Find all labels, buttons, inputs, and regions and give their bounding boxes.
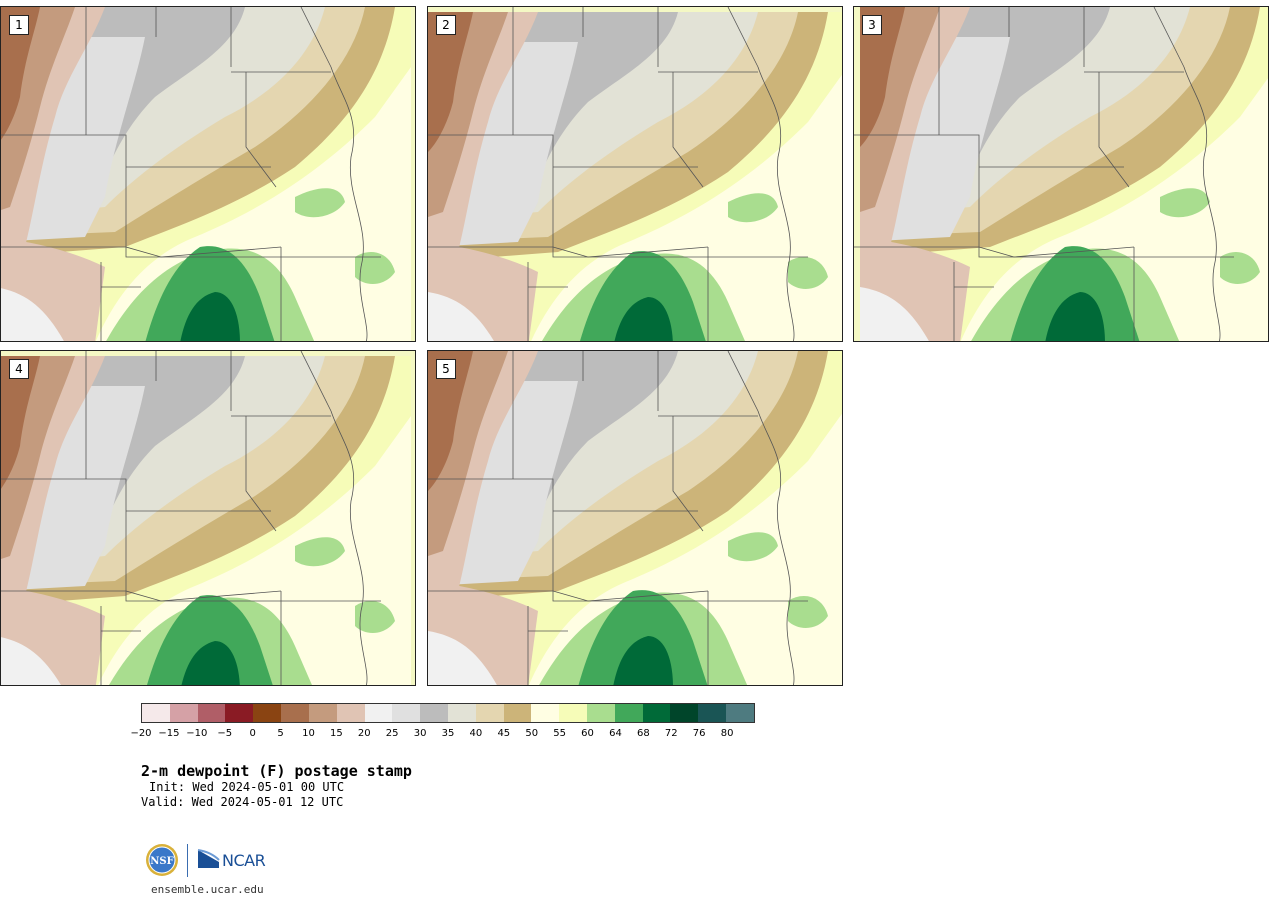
- colorbar-tick-label: 60: [581, 728, 594, 739]
- colorbar-tick-label: −10: [186, 728, 208, 739]
- map-panel: 2: [427, 6, 843, 342]
- site-url: ensemble.ucar.edu: [151, 883, 264, 896]
- colorbar-swatch: [587, 704, 615, 722]
- panel-number-label: 2: [436, 15, 456, 35]
- valid-time: Valid: Wed 2024-05-01 12 UTC: [141, 795, 344, 809]
- colorbar-tick-label: 25: [385, 728, 399, 739]
- colorbar-tick-label: 0: [249, 728, 256, 739]
- colorbar-swatch: [253, 704, 282, 722]
- dewpoint-map: [428, 7, 842, 341]
- colorbar-swatch: [225, 704, 254, 722]
- colorbar-swatch: [447, 704, 476, 722]
- colorbar-swatch: [726, 704, 754, 722]
- colorbar-swatch: [308, 704, 337, 722]
- dewpoint-map: [1, 7, 411, 341]
- colorbar-swatch: [392, 704, 421, 722]
- colorbar-swatch: [531, 704, 560, 722]
- colorbar-tick-label: 40: [469, 728, 483, 739]
- nsf-logo-icon: NSF: [146, 844, 178, 876]
- colorbar-tick-label: 15: [329, 728, 343, 739]
- dewpoint-map: [854, 7, 1268, 341]
- ncar-logo-icon: [197, 849, 220, 868]
- map-panel: 4: [0, 350, 416, 686]
- colorbar-tick-label: 80: [720, 728, 734, 739]
- colorbar-swatch: [169, 704, 198, 722]
- colorbar-swatch: [336, 704, 365, 722]
- colorbar-tick-label: 20: [357, 728, 371, 739]
- colorbar-tick-label: 64: [609, 728, 622, 739]
- colorbar-tick-label: 50: [525, 728, 539, 739]
- colorbar-swatch: [614, 704, 643, 722]
- colorbar-swatch: [364, 704, 393, 722]
- colorbar-tick-label: 45: [497, 728, 511, 739]
- panel-number-label: 5: [436, 359, 456, 379]
- colorbar-tick-label: 76: [692, 728, 706, 739]
- colorbar-tick-label: 72: [664, 728, 678, 739]
- colorbar-swatch: [197, 704, 226, 722]
- colorbar-swatch: [503, 704, 532, 722]
- colorbar-swatch: [281, 704, 309, 722]
- map-panel: 3: [853, 6, 1269, 342]
- colorbar-tick-label: 5: [277, 728, 284, 739]
- ncar-logo-text: NCAR: [222, 851, 266, 870]
- nsf-logo-text: NSF: [150, 856, 173, 867]
- init-time: Init: Wed 2024-05-01 00 UTC: [149, 780, 345, 794]
- colorbar-ticks: −20 −15 −10 −5 0 5 10 15 20 25 30 35 40 45 50 55 60 64 68 7…: [130, 728, 755, 742]
- panel-number-label: 3: [862, 15, 882, 35]
- map-panel: 5: [427, 350, 843, 686]
- colorbar-tick-label: −15: [158, 728, 180, 739]
- dewpoint-map: [428, 351, 842, 685]
- dewpoint-map: [1, 351, 411, 685]
- colorbar-swatch: [642, 704, 671, 722]
- logo-divider: [187, 844, 188, 877]
- colorbar-tick-label: −20: [130, 728, 152, 739]
- panel-number-label: 1: [9, 15, 29, 35]
- colorbar-swatch: [475, 704, 504, 722]
- colorbar-tick-label: 68: [636, 728, 650, 739]
- colorbar-swatch: [559, 704, 587, 722]
- map-panel: 1: [0, 6, 416, 342]
- colorbar-swatch: [670, 704, 699, 722]
- colorbar-tick-label: 35: [441, 728, 455, 739]
- colorbar-swatch: [420, 704, 448, 722]
- colorbar: [141, 703, 755, 723]
- colorbar-swatch: [698, 704, 727, 722]
- colorbar-tick-label: 55: [553, 728, 566, 739]
- page-title: 2-m dewpoint (F) postage stamp: [141, 762, 412, 780]
- colorbar-tick-label: 30: [413, 728, 427, 739]
- colorbar-tick-label: 10: [302, 728, 315, 739]
- panel-number-label: 4: [9, 359, 29, 379]
- colorbar-tick-label: −5: [217, 728, 233, 739]
- colorbar-swatch: [142, 704, 170, 722]
